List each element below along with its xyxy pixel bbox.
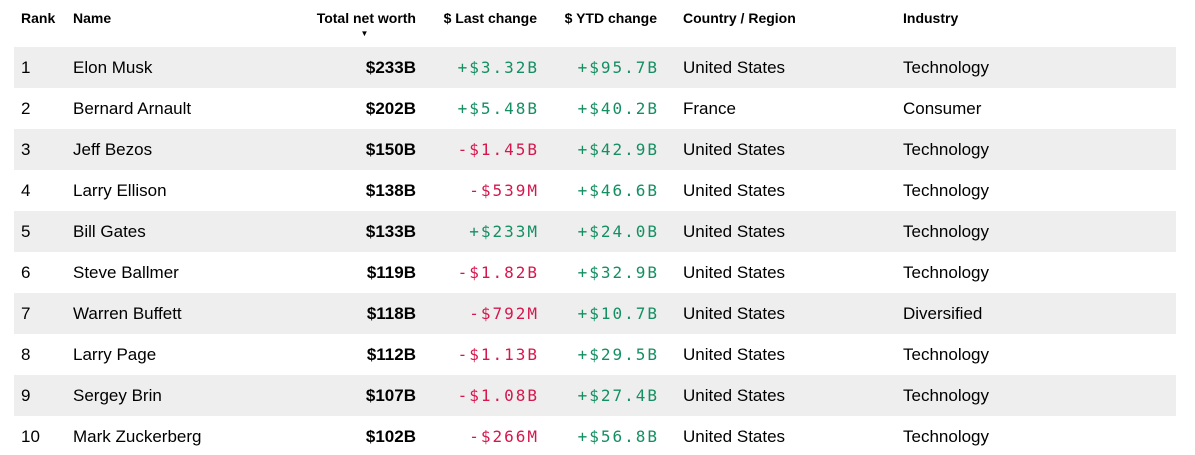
table-row: 1 Elon Musk $233B +$3.32B +$95.7B United… xyxy=(14,47,1176,88)
last-change-cell: -$792M xyxy=(469,304,539,323)
industry-cell: Technology xyxy=(903,426,990,446)
column-header-net-worth-label: Total net worth xyxy=(316,10,416,26)
net-worth-cell: $119B xyxy=(366,262,416,282)
last-change-cell: -$1.08B xyxy=(457,386,539,405)
column-header-last-change[interactable]: $ Last change xyxy=(443,10,537,26)
last-change-cell: +$5.48B xyxy=(457,99,539,118)
country-cell: United States xyxy=(683,57,786,77)
ytd-change-cell: +$42.9B xyxy=(577,140,659,159)
industry-cell: Technology xyxy=(903,344,990,364)
country-cell: United States xyxy=(683,139,786,159)
net-worth-cell: $133B xyxy=(365,221,416,241)
industry-cell: Technology xyxy=(903,385,990,405)
name-cell[interactable]: Larry Page xyxy=(73,344,157,364)
industry-cell: Technology xyxy=(903,57,990,77)
ytd-change-cell: +$24.0B xyxy=(577,222,659,241)
rank-cell: 8 xyxy=(21,344,31,364)
table-row: 7 Warren Buffett $118B -$792M +$10.7B Un… xyxy=(14,293,1176,334)
table-row: 6 Steve Ballmer $119B -$1.82B +$32.9B Un… xyxy=(14,252,1176,293)
country-cell: France xyxy=(683,98,736,118)
country-cell: United States xyxy=(683,385,786,405)
last-change-cell: +$3.32B xyxy=(457,58,539,77)
net-worth-cell: $138B xyxy=(365,180,416,200)
table-row: 8 Larry Page $112B -$1.13B +$29.5B Unite… xyxy=(14,334,1176,375)
table-row: 10 Mark Zuckerberg $102B -$266M +$56.8B … xyxy=(14,416,1176,455)
rank-cell: 3 xyxy=(21,139,31,159)
country-cell: United States xyxy=(683,180,786,200)
ytd-change-cell: +$40.2B xyxy=(577,99,659,118)
industry-cell: Technology xyxy=(903,139,990,159)
table-row: 9 Sergey Brin $107B -$1.08B +$27.4B Unit… xyxy=(14,375,1176,416)
rank-cell: 4 xyxy=(21,180,31,200)
table-row: 2 Bernard Arnault $202B +$5.48B +$40.2B … xyxy=(14,88,1176,129)
name-cell[interactable]: Sergey Brin xyxy=(73,385,162,405)
industry-cell: Diversified xyxy=(903,303,983,323)
industry-cell: Technology xyxy=(903,180,990,200)
column-header-rank[interactable]: Rank xyxy=(21,10,56,26)
name-cell[interactable]: Bill Gates xyxy=(73,221,146,241)
column-header-ytd-change[interactable]: $ YTD change xyxy=(564,10,657,26)
rank-cell: 7 xyxy=(21,303,31,323)
last-change-cell: -$266M xyxy=(469,427,539,446)
rank-cell: 10 xyxy=(21,426,40,446)
rank-cell: 2 xyxy=(21,98,31,118)
country-cell: United States xyxy=(683,221,786,241)
column-header-country[interactable]: Country / Region xyxy=(683,10,796,26)
industry-cell: Technology xyxy=(903,262,990,282)
table-row: 5 Bill Gates $133B +$233M +$24.0B United… xyxy=(14,211,1176,252)
ytd-change-cell: +$29.5B xyxy=(577,345,659,364)
country-cell: United States xyxy=(683,426,786,446)
net-worth-cell: $233B xyxy=(365,57,416,77)
column-header-net-worth[interactable]: Total net worth ▼ xyxy=(313,0,416,38)
name-cell[interactable]: Larry Ellison xyxy=(73,180,167,200)
country-cell: United States xyxy=(683,303,786,323)
ytd-change-cell: +$46.6B xyxy=(577,181,659,200)
net-worth-cell: $150B xyxy=(365,139,416,159)
name-cell[interactable]: Steve Ballmer xyxy=(73,262,179,282)
net-worth-cell: $112B xyxy=(366,344,416,364)
table-row: 4 Larry Ellison $138B -$539M +$46.6B Uni… xyxy=(14,170,1176,211)
ytd-change-cell: +$27.4B xyxy=(577,386,659,405)
country-cell: United States xyxy=(683,344,786,364)
last-change-cell: -$1.45B xyxy=(457,140,539,159)
rank-cell: 9 xyxy=(21,385,31,405)
industry-cell: Consumer xyxy=(903,98,982,118)
last-change-cell: -$1.82B xyxy=(457,263,539,282)
table-row: 3 Jeff Bezos $150B -$1.45B +$42.9B Unite… xyxy=(14,129,1176,170)
last-change-cell: -$1.13B xyxy=(457,345,539,364)
table-header-row: Rank Name Total net worth ▼ $ Last chang… xyxy=(14,0,1176,47)
ytd-change-cell: +$95.7B xyxy=(577,58,659,77)
rank-cell: 6 xyxy=(21,262,31,282)
column-header-industry[interactable]: Industry xyxy=(903,10,959,26)
net-worth-cell: $107B xyxy=(365,385,416,405)
billionaires-table: Rank Name Total net worth ▼ $ Last chang… xyxy=(14,0,1176,455)
name-cell[interactable]: Bernard Arnault xyxy=(73,98,192,118)
name-cell[interactable]: Mark Zuckerberg xyxy=(73,426,202,446)
rank-cell: 5 xyxy=(21,221,31,241)
ytd-change-cell: +$32.9B xyxy=(577,263,659,282)
ytd-change-cell: +$10.7B xyxy=(577,304,659,323)
sort-descending-icon: ▼ xyxy=(360,29,369,38)
industry-cell: Technology xyxy=(903,221,990,241)
net-worth-cell: $202B xyxy=(365,98,416,118)
net-worth-cell: $102B xyxy=(365,426,416,446)
name-cell[interactable]: Warren Buffett xyxy=(73,303,182,323)
name-cell[interactable]: Jeff Bezos xyxy=(73,139,153,159)
rank-cell: 1 xyxy=(21,57,31,77)
last-change-cell: -$539M xyxy=(469,181,539,200)
column-header-name[interactable]: Name xyxy=(73,10,112,26)
table-body: 1 Elon Musk $233B +$3.32B +$95.7B United… xyxy=(14,47,1176,455)
net-worth-cell: $118B xyxy=(366,303,416,323)
ytd-change-cell: +$56.8B xyxy=(577,427,659,446)
country-cell: United States xyxy=(683,262,786,282)
name-cell[interactable]: Elon Musk xyxy=(73,57,153,77)
last-change-cell: +$233M xyxy=(469,222,539,241)
